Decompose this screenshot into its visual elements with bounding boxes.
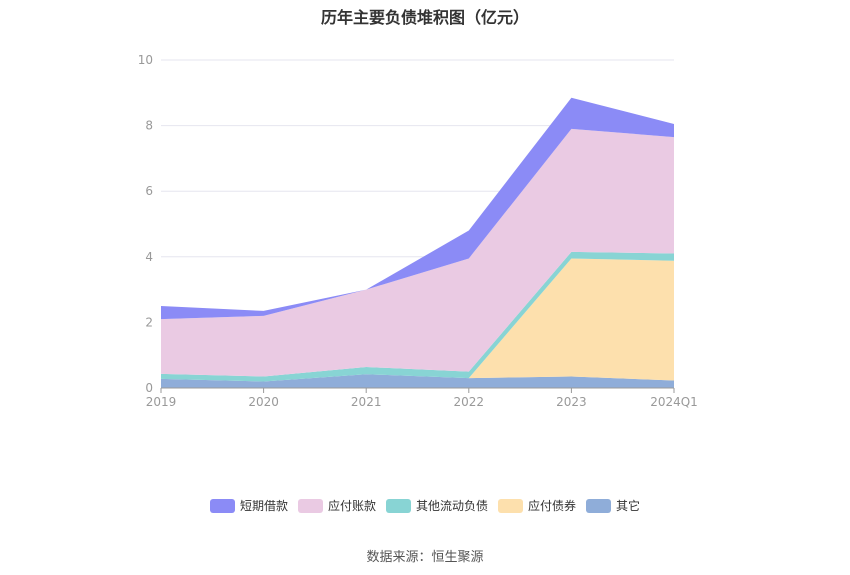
x-tick-label: 2023 xyxy=(556,395,587,409)
axes: 0 2 4 6 8 10 2019 2020 2021 2022 2023 2024Q1 xyxy=(138,53,698,409)
legend-item[interactable]: 其他流动负债 xyxy=(385,497,488,514)
legend-item[interactable]: 短期借款 xyxy=(209,497,288,514)
legend-item[interactable]: 应付账款 xyxy=(297,497,376,514)
legend-item[interactable]: 其它 xyxy=(586,497,640,514)
area-series-2 xyxy=(161,251,674,382)
legend-swatch xyxy=(209,498,235,513)
y-tick-label: 8 xyxy=(145,119,153,133)
y-tick-label: 0 xyxy=(145,381,153,395)
area-series-4 xyxy=(161,97,674,320)
source-note: 数据来源：恒生聚源 xyxy=(366,550,484,565)
legend-swatch xyxy=(385,498,411,513)
legend-label: 应付账款 xyxy=(327,499,376,513)
y-tick-label: 2 xyxy=(145,315,153,329)
area-series-3 xyxy=(161,128,674,377)
x-tick-label: 2019 xyxy=(146,395,177,409)
legend-item[interactable]: 应付债券 xyxy=(498,497,576,514)
area-series xyxy=(161,97,674,388)
chart-title: 历年主要负债堆积图（亿元） xyxy=(320,8,529,27)
legend-swatch xyxy=(586,498,612,513)
legend-label: 其他流动负债 xyxy=(415,499,488,513)
area-series-0 xyxy=(161,374,674,388)
x-tick-label: 2020 xyxy=(248,395,279,409)
legend: 短期借款 应付账款 其他流动负债 应付债券 其它 xyxy=(0,497,850,514)
area-series-1 xyxy=(161,258,674,382)
x-tick-label: 2021 xyxy=(351,395,382,409)
x-tick-label: 2024Q1 xyxy=(650,395,698,409)
legend-swatch xyxy=(297,498,323,513)
legend-label: 其它 xyxy=(616,499,641,513)
y-tick-label: 10 xyxy=(138,53,153,67)
legend-label: 短期借款 xyxy=(239,499,288,513)
y-tick-label: 4 xyxy=(145,250,153,264)
x-tick-label: 2022 xyxy=(454,395,485,409)
legend-label: 应付债券 xyxy=(528,499,577,513)
legend-swatch xyxy=(498,498,523,513)
y-tick-label: 6 xyxy=(145,184,153,198)
